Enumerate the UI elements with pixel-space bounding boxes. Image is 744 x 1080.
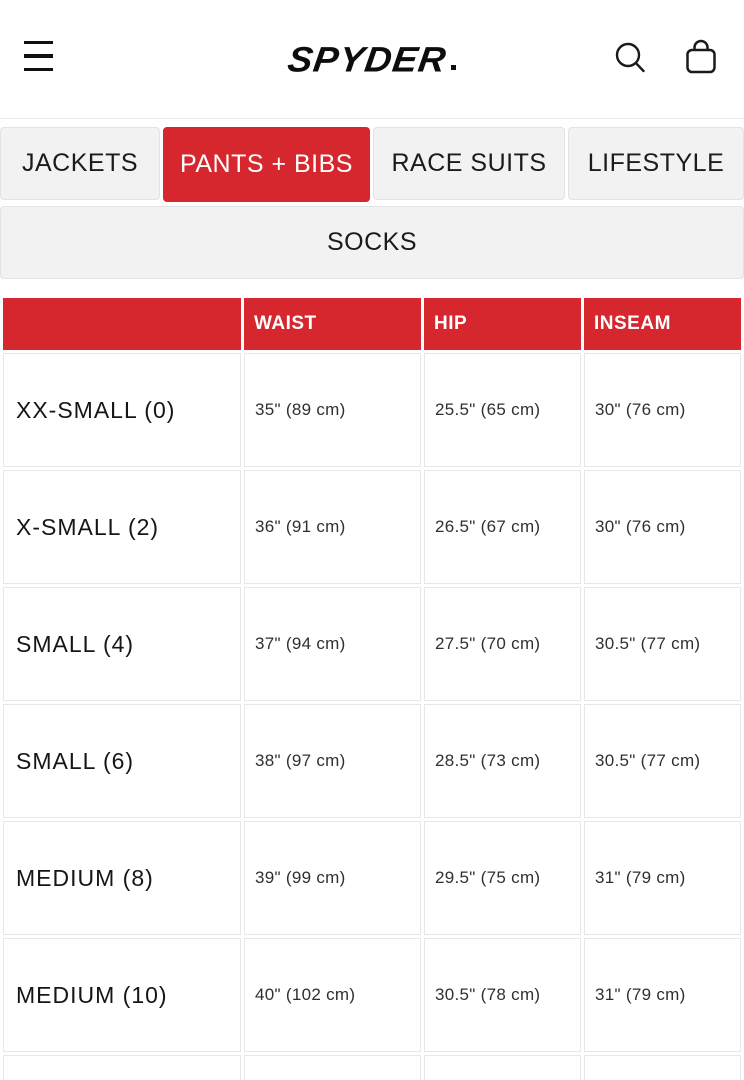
inseam-cell: 31" (79 cm)	[584, 821, 741, 935]
waist-cell: 35" (89 cm)	[244, 353, 421, 467]
size-cell: X-SMALL (2)	[3, 470, 241, 584]
waist-cell: 39" (99 cm)	[244, 821, 421, 935]
site-header: SPYDER	[0, 0, 744, 119]
hip-cell: 27.5" (70 cm)	[424, 587, 581, 701]
hip-cell	[424, 1055, 581, 1080]
table-row: MEDIUM (8) 39" (99 cm) 29.5" (75 cm) 31"…	[3, 821, 741, 935]
brand-logo-link[interactable]: SPYDER	[285, 39, 457, 81]
col-header-size	[3, 298, 241, 350]
tab-socks[interactable]: SOCKS	[0, 206, 744, 279]
size-cell	[3, 1055, 241, 1080]
inseam-cell: 30.5" (77 cm)	[584, 704, 741, 818]
size-chart-category-tabs: JACKETS PANTS + BIBS RACE SUITS LIFESTYL…	[0, 127, 744, 279]
size-cell: MEDIUM (8)	[3, 821, 241, 935]
col-header-inseam: INSEAM	[584, 298, 741, 350]
tab-lifestyle[interactable]: LIFESTYLE	[568, 127, 744, 200]
inseam-cell: 31" (79 cm)	[584, 938, 741, 1052]
hip-cell: 29.5" (75 cm)	[424, 821, 581, 935]
tab-jackets[interactable]: JACKETS	[0, 127, 160, 200]
hip-cell: 26.5" (67 cm)	[424, 470, 581, 584]
brand-wordmark: SPYDER	[285, 39, 449, 79]
registered-dot-icon	[451, 64, 457, 70]
waist-cell: 38" (97 cm)	[244, 704, 421, 818]
table-header-row: WAIST HIP INSEAM	[3, 298, 741, 350]
col-header-waist: WAIST	[244, 298, 421, 350]
table-row: XX-SMALL (0) 35" (89 cm) 25.5" (65 cm) 3…	[3, 353, 741, 467]
tab-pants-bibs[interactable]: PANTS + BIBS	[163, 127, 370, 202]
inseam-cell: 30.5" (77 cm)	[584, 587, 741, 701]
table-row: X-SMALL (2) 36" (91 cm) 26.5" (67 cm) 30…	[3, 470, 741, 584]
bag-icon[interactable]	[682, 36, 720, 78]
size-cell: SMALL (4)	[3, 587, 241, 701]
tabs-row-bottom: SOCKS	[0, 202, 744, 279]
hip-cell: 30.5" (78 cm)	[424, 938, 581, 1052]
inseam-cell	[584, 1055, 741, 1080]
col-header-hip: HIP	[424, 298, 581, 350]
hamburger-menu-icon[interactable]	[24, 41, 53, 71]
table-row	[3, 1055, 741, 1080]
table-row: MEDIUM (10) 40" (102 cm) 30.5" (78 cm) 3…	[3, 938, 741, 1052]
tabs-row-top: JACKETS PANTS + BIBS RACE SUITS LIFESTYL…	[0, 127, 744, 202]
hip-cell: 25.5" (65 cm)	[424, 353, 581, 467]
size-chart-table: WAIST HIP INSEAM XX-SMALL (0) 35" (89 cm…	[0, 295, 744, 1080]
waist-cell: 37" (94 cm)	[244, 587, 421, 701]
waist-cell: 36" (91 cm)	[244, 470, 421, 584]
inseam-cell: 30" (76 cm)	[584, 353, 741, 467]
tab-race-suits[interactable]: RACE SUITS	[373, 127, 565, 200]
size-cell: XX-SMALL (0)	[3, 353, 241, 467]
size-cell: SMALL (6)	[3, 704, 241, 818]
waist-cell: 40" (102 cm)	[244, 938, 421, 1052]
size-chart: WAIST HIP INSEAM XX-SMALL (0) 35" (89 cm…	[0, 295, 744, 1080]
hip-cell: 28.5" (73 cm)	[424, 704, 581, 818]
header-actions	[611, 36, 720, 78]
size-cell: MEDIUM (10)	[3, 938, 241, 1052]
search-icon[interactable]	[611, 36, 649, 78]
table-row: SMALL (6) 38" (97 cm) 28.5" (73 cm) 30.5…	[3, 704, 741, 818]
inseam-cell: 30" (76 cm)	[584, 470, 741, 584]
brand-logo: SPYDER	[0, 0, 744, 119]
table-row: SMALL (4) 37" (94 cm) 27.5" (70 cm) 30.5…	[3, 587, 741, 701]
waist-cell	[244, 1055, 421, 1080]
